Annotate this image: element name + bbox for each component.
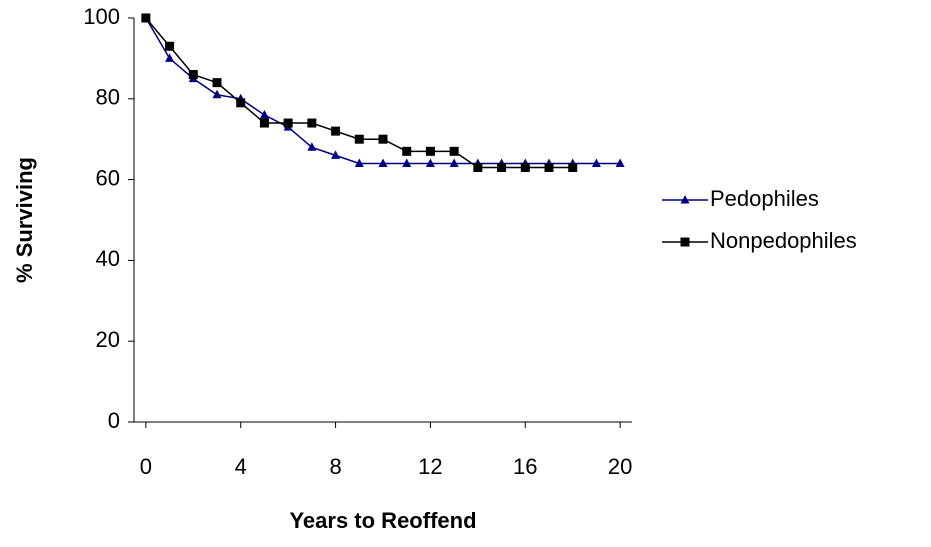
- data-point: [520, 162, 530, 172]
- data-point: [165, 41, 175, 51]
- series-line: [145, 17, 573, 169]
- data-point: [544, 162, 554, 172]
- data-point: [449, 158, 459, 167]
- data-point: [165, 53, 175, 62]
- data-point: [354, 134, 364, 144]
- data-point: [591, 158, 601, 167]
- data-point: [473, 162, 483, 172]
- y-tick-label: 80: [96, 85, 120, 110]
- data-point: [283, 118, 293, 128]
- x-tick-label: 16: [513, 454, 537, 479]
- y-tick-label: 0: [108, 408, 120, 433]
- x-tick-label: 20: [608, 454, 632, 479]
- data-point: [615, 158, 625, 167]
- y-axis-title: % Surviving: [12, 157, 37, 283]
- data-point: [236, 98, 246, 108]
- data-point: [568, 162, 578, 172]
- data-point: [354, 158, 364, 167]
- data-point: [497, 162, 507, 172]
- y-tick-label: 40: [96, 246, 120, 271]
- data-point: [259, 109, 269, 119]
- data-point: [212, 89, 222, 99]
- data-point: [307, 118, 317, 128]
- data-point: [425, 158, 435, 167]
- data-point: [449, 146, 459, 156]
- y-tick-label: 100: [83, 4, 120, 29]
- data-point: [331, 126, 341, 136]
- legend-marker: [680, 237, 690, 247]
- x-tick-label: 4: [235, 454, 247, 479]
- data-point: [331, 150, 341, 159]
- data-point: [212, 78, 222, 88]
- x-tick-label: 0: [140, 454, 152, 479]
- data-point: [425, 146, 435, 156]
- data-point: [402, 158, 412, 167]
- x-axis-title: Years to Reoffend: [289, 508, 476, 533]
- x-tick-label: 8: [329, 454, 341, 479]
- legend-label: Pedophiles: [710, 186, 819, 211]
- data-point: [141, 13, 151, 23]
- data-point: [402, 146, 412, 156]
- data-point: [259, 118, 269, 128]
- data-point: [307, 142, 317, 151]
- y-tick-label: 60: [96, 165, 120, 190]
- data-point: [378, 158, 388, 167]
- x-tick-label: 12: [418, 454, 442, 479]
- data-point: [378, 134, 388, 144]
- legend-marker: [680, 195, 690, 204]
- y-tick-label: 20: [96, 327, 120, 352]
- legend-label: Nonpedophiles: [710, 228, 857, 253]
- data-point: [188, 70, 198, 80]
